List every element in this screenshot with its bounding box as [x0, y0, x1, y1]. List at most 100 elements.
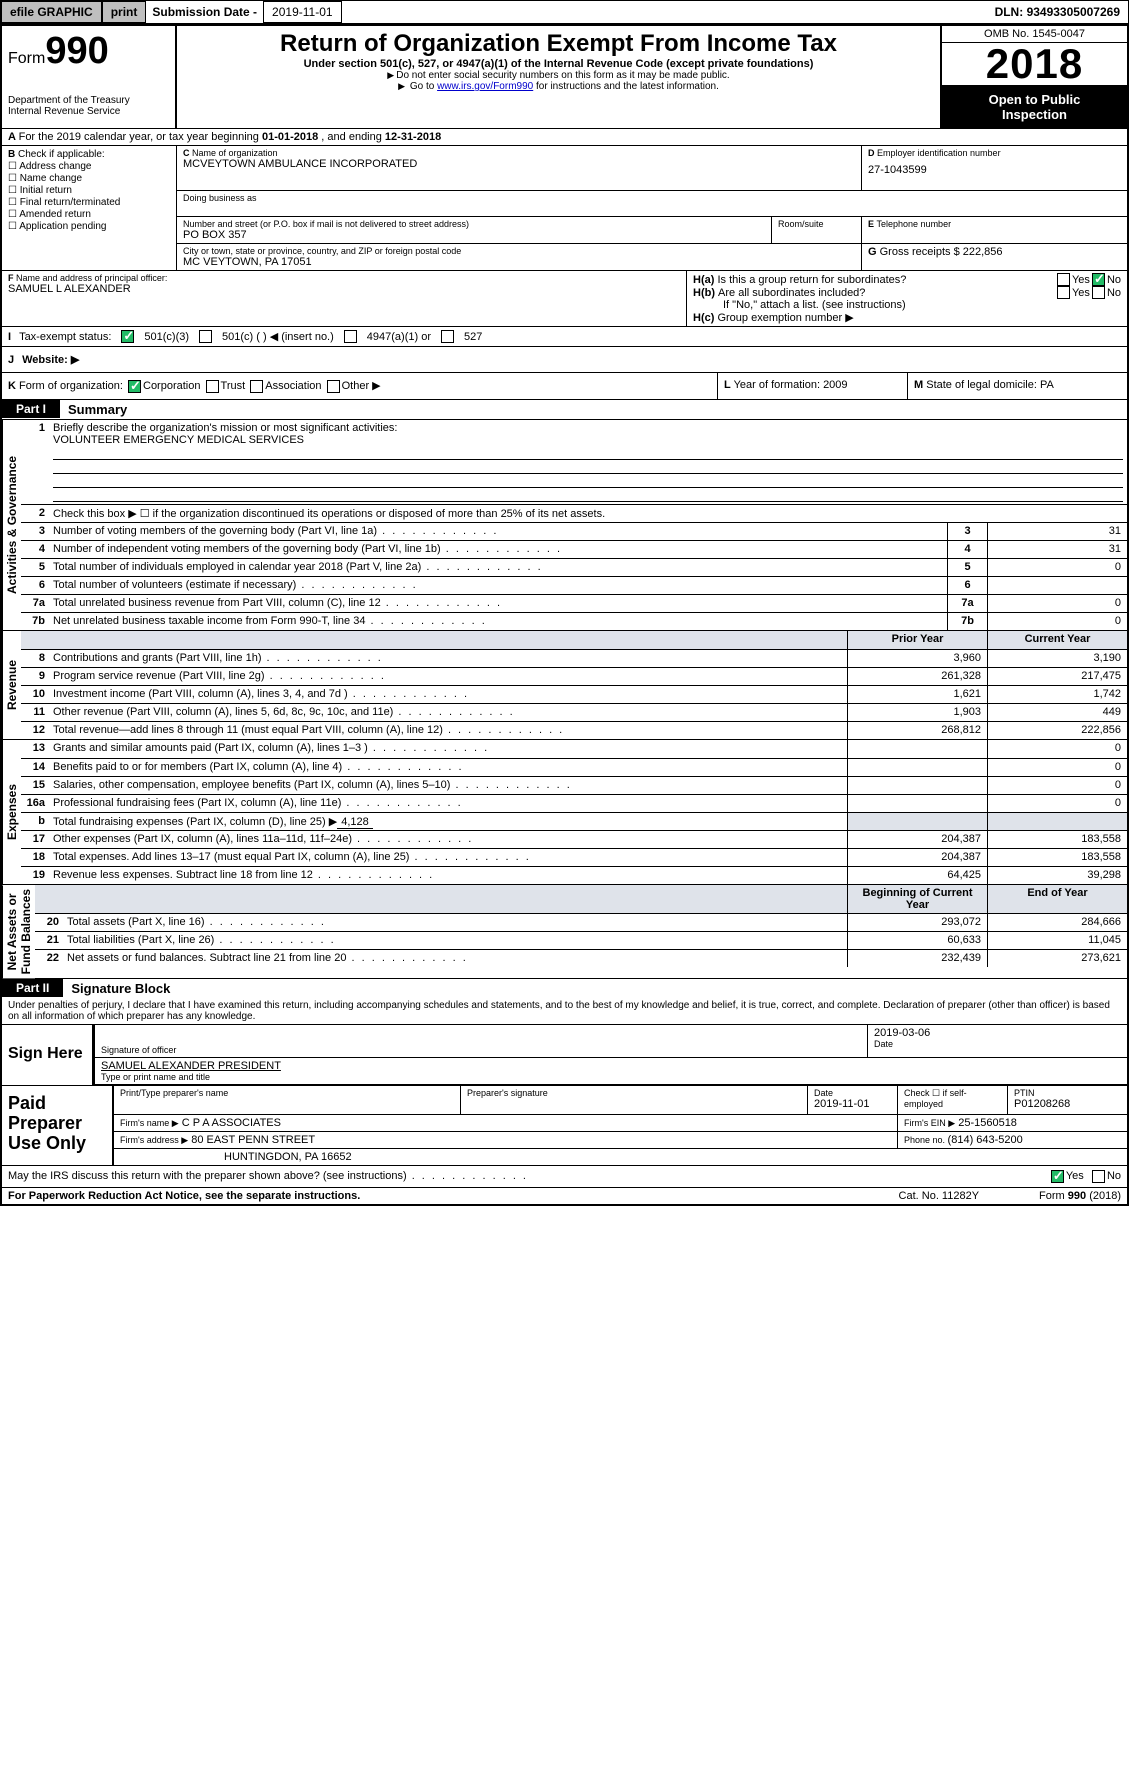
- print-button[interactable]: print: [102, 1, 147, 23]
- self-employed-check[interactable]: Check ☐ if self-employed: [904, 1088, 1001, 1109]
- org-name: MCVEYTOWN AMBULANCE INCORPORATED: [183, 158, 855, 170]
- line13-current: 0: [987, 740, 1127, 758]
- k-other-checkbox[interactable]: [327, 380, 340, 393]
- line18-text: Total expenses. Add lines 13–17 (must eq…: [49, 849, 847, 866]
- hb-yes-checkbox[interactable]: [1057, 286, 1070, 299]
- k-corp-checkbox[interactable]: [128, 380, 141, 393]
- instructions-link[interactable]: www.irs.gov/Form990: [437, 81, 533, 92]
- box-c-dba: Doing business as: [177, 191, 1127, 217]
- line19-prior: 64,425: [847, 867, 987, 884]
- line22-current: 273,621: [987, 950, 1127, 967]
- perjury-statement: Under penalties of perjury, I declare th…: [2, 998, 1127, 1024]
- cb-initial-return[interactable]: Initial return: [8, 185, 170, 196]
- officer-name-title: SAMUEL ALEXANDER PRESIDENT: [101, 1060, 1121, 1072]
- efile-graphic-button[interactable]: efile GRAPHIC: [1, 1, 102, 23]
- section-fh: F Name and address of principal officer:…: [2, 270, 1127, 326]
- line4-value: 31: [987, 541, 1127, 558]
- line15-text: Salaries, other compensation, employee b…: [49, 777, 847, 794]
- line12-text: Total revenue—add lines 8 through 11 (mu…: [49, 722, 847, 739]
- line4-num: 4: [947, 541, 987, 558]
- line8-current: 3,190: [987, 650, 1127, 667]
- box-c-room: Room/suite: [772, 217, 862, 243]
- discuss-no-checkbox[interactable]: [1092, 1170, 1105, 1183]
- cb-address-change[interactable]: Address change: [8, 161, 170, 172]
- box-g: G Gross receipts $ 222,856: [862, 243, 1127, 270]
- header-middle: Return of Organization Exempt From Incom…: [177, 26, 942, 128]
- i-4947-checkbox[interactable]: [344, 330, 357, 343]
- line13-prior: [847, 740, 987, 758]
- line7b-value: 0: [987, 613, 1127, 630]
- cb-application-pending[interactable]: Application pending: [8, 221, 170, 232]
- row-j: JWebsite: ▶: [2, 346, 1127, 372]
- box-b: B Check if applicable: Address change Na…: [2, 146, 177, 270]
- ssn-hint: Do not enter social security numbers on …: [183, 70, 934, 81]
- discuss-yes-checkbox[interactable]: [1051, 1170, 1064, 1183]
- line11-current: 449: [987, 704, 1127, 721]
- dln: DLN: 93493305007269: [987, 5, 1128, 19]
- part1-netassets: Net Assets or Fund Balances Beginning of…: [2, 884, 1127, 978]
- side-netassets: Net Assets or Fund Balances: [2, 885, 35, 978]
- part1-revenue: Revenue Prior Year Current Year 8Contrib…: [2, 630, 1127, 739]
- line12-current: 222,856: [987, 722, 1127, 739]
- ha-no-checkbox[interactable]: [1092, 273, 1105, 286]
- row-klm: K Form of organization: Corporation Trus…: [2, 372, 1127, 399]
- line17-text: Other expenses (Part IX, column (A), lin…: [49, 831, 847, 848]
- cb-name-change[interactable]: Name change: [8, 173, 170, 184]
- hb-note: If "No," attach a list. (see instruction…: [693, 299, 1121, 311]
- firm-phone: (814) 643-5200: [948, 1134, 1023, 1146]
- line3-num: 3: [947, 523, 987, 540]
- line9-current: 217,475: [987, 668, 1127, 685]
- row-a-tax-year: A For the 2019 calendar year, or tax yea…: [2, 128, 1127, 145]
- line7a-text: Total unrelated business revenue from Pa…: [49, 595, 947, 612]
- header-left: Form990 Department of the Treasury Inter…: [2, 26, 177, 128]
- box-c-city: City or town, state or province, country…: [177, 243, 862, 270]
- line13-text: Grants and similar amounts paid (Part IX…: [49, 740, 847, 758]
- line17-prior: 204,387: [847, 831, 987, 848]
- i-501c-checkbox[interactable]: [199, 330, 212, 343]
- line10-prior: 1,621: [847, 686, 987, 703]
- line6-num: 6: [947, 577, 987, 594]
- box-c-name: C Name of organization MCVEYTOWN AMBULAN…: [177, 146, 862, 190]
- line10-text: Investment income (Part VIII, column (A)…: [49, 686, 847, 703]
- hb-no-checkbox[interactable]: [1092, 286, 1105, 299]
- line14-current: 0: [987, 759, 1127, 776]
- gross-receipts-value: 222,856: [963, 246, 1003, 258]
- box-c-street: Number and street (or P.O. box if mail i…: [177, 217, 772, 243]
- k-trust-checkbox[interactable]: [206, 380, 219, 393]
- line21-current: 11,045: [987, 932, 1127, 949]
- line2-text: Check this box ▶ ☐ if the organization d…: [49, 505, 1127, 522]
- cb-amended-return[interactable]: Amended return: [8, 209, 170, 220]
- line21-prior: 60,633: [847, 932, 987, 949]
- form-title: Return of Organization Exempt From Incom…: [183, 30, 934, 58]
- goto-hint: Go to www.irs.gov/Form990 for instructio…: [183, 81, 934, 92]
- form-header: Form990 Department of the Treasury Inter…: [2, 26, 1127, 128]
- submission-date-label: Submission Date -: [146, 5, 263, 19]
- cb-final-return[interactable]: Final return/terminated: [8, 197, 170, 208]
- side-revenue: Revenue: [2, 631, 21, 739]
- part2-header: Part II Signature Block: [2, 978, 1127, 998]
- line15-prior: [847, 777, 987, 794]
- box-d: D Employer identification number 27-1043…: [862, 146, 1127, 190]
- line11-text: Other revenue (Part VIII, column (A), li…: [49, 704, 847, 721]
- line11-prior: 1,903: [847, 704, 987, 721]
- form-footer: For Paperwork Reduction Act Notice, see …: [2, 1187, 1127, 1204]
- firm-ein: 25-1560518: [958, 1117, 1017, 1129]
- line3-text: Number of voting members of the governin…: [49, 523, 947, 540]
- i-527-checkbox[interactable]: [441, 330, 454, 343]
- preparer-date: 2019-11-01: [814, 1098, 891, 1110]
- sign-here: Sign Here Signature of officer 2019-03-0…: [2, 1024, 1127, 1085]
- line10-current: 1,742: [987, 686, 1127, 703]
- submission-date-value: 2019-11-01: [263, 1, 342, 23]
- paid-preparer-label: Paid Preparer Use Only: [2, 1086, 112, 1165]
- line16b-text: Total fundraising expenses (Part IX, col…: [49, 813, 847, 830]
- i-501c3-checkbox[interactable]: [121, 330, 134, 343]
- k-assoc-checkbox[interactable]: [250, 380, 263, 393]
- box-f: F Name and address of principal officer:…: [2, 271, 687, 326]
- box-k: K Form of organization: Corporation Trus…: [2, 373, 717, 399]
- ha-yes-checkbox[interactable]: [1057, 273, 1070, 286]
- ein-value: 27-1043599: [868, 164, 1121, 176]
- line6-value: [987, 577, 1127, 594]
- col-end-year: End of Year: [987, 885, 1127, 913]
- col-beginning-year: Beginning of Current Year: [847, 885, 987, 913]
- line3-value: 31: [987, 523, 1127, 540]
